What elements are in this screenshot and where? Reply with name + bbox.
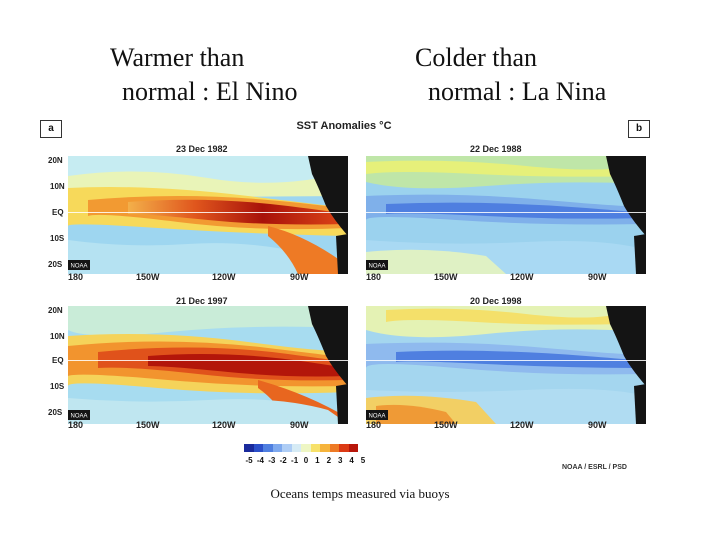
lon-label-180: 180 (68, 272, 84, 282)
colorbar-swatch (282, 444, 292, 452)
lon-label-90w: 90W (588, 420, 607, 430)
lat-label-20n: 20N (48, 306, 63, 315)
lat-label-eq: EQ (52, 208, 64, 217)
panel-tag-a: a (40, 120, 62, 138)
lon-label-120w: 120W (212, 420, 236, 430)
lat-label-20n: 20N (48, 156, 63, 165)
map-panel-1997: NOAA (68, 306, 348, 424)
lat-label-10n: 10N (50, 182, 65, 191)
caption: Oceans temps measured via buoys (270, 486, 450, 501)
noaa-badge-3: NOAA (70, 414, 87, 420)
lon-label-150w: 150W (136, 420, 160, 430)
colorbar-swatch (310, 444, 320, 452)
sst-map-1982: NOAA (68, 156, 348, 274)
sst-colorbar (244, 444, 358, 452)
noaa-badge-4: NOAA (368, 414, 385, 420)
lat-label-10n: 10N (50, 332, 65, 341)
lon-label-150w: 150W (434, 420, 458, 430)
lon-label-180: 180 (366, 272, 382, 282)
colorbar-tick-label: 1 (315, 456, 320, 465)
equator-line (68, 360, 348, 361)
lat-label-20s: 20S (48, 260, 63, 269)
lat-label-10s: 10S (50, 382, 65, 391)
lon-label-150w: 150W (434, 272, 458, 282)
colorbar-tick-label: 2 (326, 456, 332, 465)
map-panel-1988: NOAA (366, 156, 646, 274)
map-panel-1982: NOAA (68, 156, 348, 274)
equator-line (68, 212, 348, 213)
lon-label-120w: 120W (212, 272, 236, 282)
heading-warmer-line2: normal : El Nino (122, 77, 298, 106)
lon-label-90w: 90W (290, 272, 309, 282)
lat-label-20s: 20S (48, 408, 63, 417)
colorbar-swatch (301, 444, 311, 452)
sst-anomaly-figure: SST Anomalies °C a b 23 Dec 1982 (36, 116, 652, 478)
panel-date-1982: 23 Dec 1982 (176, 144, 228, 154)
equator-line (366, 212, 646, 213)
colorbar-swatch (339, 444, 349, 452)
panel-date-1998: 20 Dec 1998 (470, 296, 522, 306)
lon-label-150w: 150W (136, 272, 160, 282)
lat-label-eq: EQ (52, 356, 64, 365)
colorbar-tick-label: -2 (279, 456, 287, 465)
heading-colder-line1: Colder than (415, 43, 538, 72)
lon-label-90w: 90W (588, 272, 607, 282)
colorbar-swatch (244, 444, 254, 452)
colorbar-swatch (272, 444, 282, 452)
heading-warmer-line1: Warmer than (110, 43, 245, 72)
sst-map-1998: NOAA (366, 306, 646, 424)
panel-date-1997: 21 Dec 1997 (176, 296, 228, 306)
noaa-badge-2: NOAA (368, 264, 385, 270)
noaa-badge-1: NOAA (70, 264, 87, 270)
colorbar-tick-label: 3 (337, 456, 343, 465)
colorbar-swatch (253, 444, 263, 452)
lat-label-10s: 10S (50, 234, 65, 243)
lon-label-90w: 90W (290, 420, 309, 430)
colorbar-swatch (291, 444, 301, 452)
colorbar-tick-label: 4 (349, 456, 354, 465)
colorbar-swatch (320, 444, 330, 452)
map-panel-1998: NOAA (366, 306, 646, 424)
colorbar-swatch (263, 444, 273, 452)
heading-colder-line2: normal : La Nina (428, 77, 607, 106)
colorbar-tick-label: -4 (256, 456, 264, 465)
figure-title: SST Anomalies °C (296, 120, 392, 132)
colorbar-swatch (329, 444, 339, 452)
sst-map-1988: NOAA (366, 156, 646, 274)
noaa-credit: NOAA / ESRL / PSD (562, 464, 627, 471)
colorbar-tick-label: -3 (268, 456, 276, 465)
lon-label-180: 180 (68, 420, 84, 430)
colorbar-tick-label: -1 (291, 456, 299, 465)
lon-label-180: 180 (366, 420, 382, 430)
equator-line (366, 360, 646, 361)
colorbar-tick-label: 0 (303, 456, 309, 465)
colorbar-tick-label: -5 (245, 456, 253, 465)
panel-date-1988: 22 Dec 1988 (470, 144, 522, 154)
lon-label-120w: 120W (510, 420, 534, 430)
colorbar-swatch (348, 444, 358, 452)
colorbar-tick-label: 5 (360, 456, 366, 465)
panel-tag-b: b (628, 120, 650, 138)
sst-map-1997: NOAA (68, 306, 348, 424)
lon-label-120w: 120W (510, 272, 534, 282)
